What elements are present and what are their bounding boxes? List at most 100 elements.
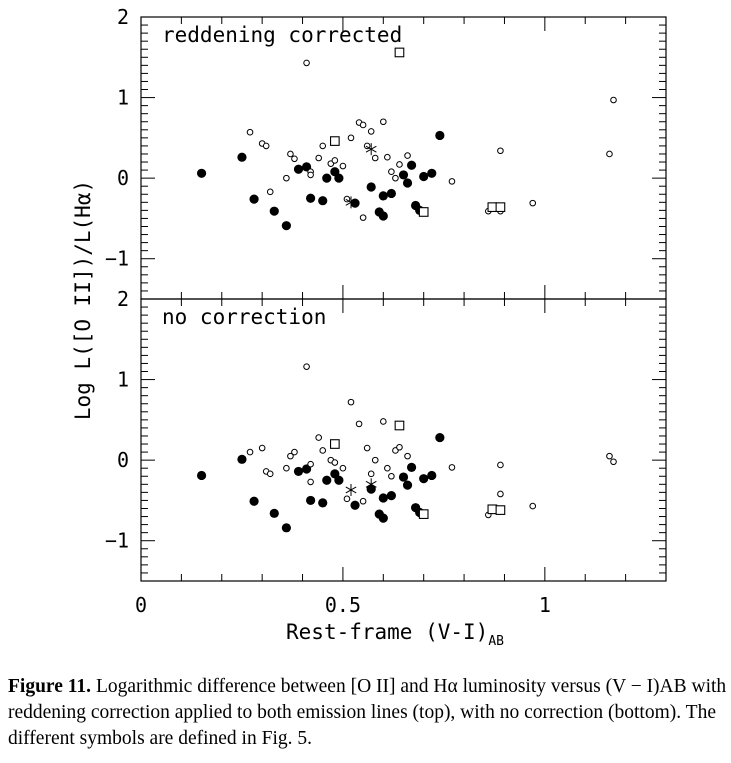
point-open-circle [283, 174, 290, 182]
point-filled-circle [378, 191, 388, 201]
point-open-circle [380, 418, 387, 425]
point-filled-circle [406, 160, 417, 170]
point-open-circle [246, 448, 254, 456]
x-tick-label: 0 [135, 593, 147, 617]
point-open-square [329, 439, 340, 449]
x-axis-label-main: Rest-frame (V-I) [286, 620, 488, 644]
point-open-circle [384, 153, 391, 161]
point-open-circle [388, 472, 395, 480]
point-open-circle [392, 174, 399, 182]
point-open-circle [331, 459, 339, 466]
point-filled-circle [322, 475, 332, 485]
point-open-circle [339, 464, 347, 472]
point-open-circle [529, 502, 537, 510]
point-filled-circle [419, 474, 429, 484]
point-filled-circle [249, 194, 259, 204]
panel-label: reddening corrected [162, 23, 402, 47]
point-open-circle [396, 443, 403, 451]
point-filled-circle [281, 523, 291, 533]
point-open-circle [246, 128, 254, 136]
point-filled-circle [419, 171, 429, 182]
point-asterisk [365, 143, 377, 156]
point-asterisk [365, 478, 377, 491]
point-open-circle [347, 398, 355, 406]
point-open-circle [339, 162, 347, 170]
y-tick-label: −1 [105, 529, 129, 553]
figure-caption: Figure 11. Logarithmic difference betwee… [8, 674, 728, 752]
point-open-circle [404, 152, 411, 159]
point-filled-circle [378, 513, 388, 523]
point-filled-circle [435, 432, 445, 443]
point-open-circle [359, 497, 367, 505]
point-filled-circle [398, 472, 409, 482]
point-filled-circle [306, 495, 316, 506]
point-open-circle [404, 452, 411, 460]
y-tick-label: 0 [117, 448, 129, 472]
point-filled-circle [318, 498, 328, 508]
point-open-circle [287, 150, 294, 158]
point-asterisk [345, 483, 357, 496]
point-open-circle [497, 147, 504, 155]
point-filled-circle [378, 211, 388, 221]
point-open-circle [266, 188, 274, 196]
point-filled-circle [386, 188, 396, 199]
y-tick-label: 1 [117, 86, 129, 110]
plot-frame [140, 298, 667, 582]
point-open-circle [291, 448, 298, 456]
plot-frame [140, 16, 667, 300]
y-axis-label: Log L([O II])/L(Hα) [71, 180, 95, 420]
point-open-circle [396, 161, 403, 168]
x-axis-label: Rest-frame (V-I)AB [286, 620, 504, 649]
figure: 2 1 0 −1 reddening corrected 2 1 0 −1 0 0.5 1 no co… [71, 5, 667, 649]
point-open-square [487, 504, 498, 515]
y-tick-label: −1 [105, 247, 129, 271]
point-open-circle [347, 134, 355, 142]
point-filled-circle [237, 152, 247, 162]
point-open-circle [343, 495, 351, 503]
point-open-circle [287, 452, 294, 460]
point-open-circle [266, 470, 274, 478]
point-filled-circle [398, 170, 409, 180]
point-filled-circle [402, 178, 413, 188]
point-filled-circle [435, 130, 445, 141]
point-open-circle [448, 464, 456, 471]
point-filled-circle [293, 164, 304, 174]
point-open-square [418, 509, 429, 519]
point-filled-circle [402, 480, 413, 490]
point-open-circle [497, 490, 504, 498]
point-filled-circle [196, 470, 207, 481]
point-filled-circle [427, 470, 437, 481]
point-open-circle [363, 444, 371, 452]
point-open-circle [610, 458, 617, 466]
x-axis-label-sub: AB [488, 634, 504, 649]
point-open-circle [315, 154, 322, 162]
point-open-circle [291, 155, 298, 163]
point-open-circle [384, 464, 391, 472]
point-open-circle [606, 452, 613, 460]
point-filled-circle [293, 466, 304, 477]
point-open-square [495, 505, 506, 515]
point-open-square [394, 47, 405, 58]
point-filled-circle [406, 462, 417, 472]
y-tick-label: 2 [117, 287, 129, 311]
point-open-circle [307, 171, 314, 179]
point-open-circle [307, 478, 314, 486]
point-filled-circle [427, 168, 437, 178]
point-open-circle [367, 128, 375, 135]
point-open-circle [319, 142, 327, 150]
point-open-circle [315, 434, 322, 441]
point-filled-circle [306, 193, 316, 203]
panel-top: 2 1 0 −1 reddening corrected [105, 5, 667, 300]
y-tick-label: 1 [117, 368, 129, 392]
point-filled-circle [237, 454, 247, 464]
point-open-circle [303, 363, 310, 370]
point-filled-circle [269, 206, 279, 216]
point-asterisk [345, 196, 357, 209]
point-open-circle [303, 59, 310, 67]
point-open-circle [388, 168, 395, 175]
point-filled-circle [281, 221, 291, 231]
point-filled-circle [334, 173, 344, 183]
x-tick-label: 0.5 [325, 593, 361, 617]
point-filled-circle [350, 500, 360, 510]
point-filled-circle [318, 196, 328, 206]
